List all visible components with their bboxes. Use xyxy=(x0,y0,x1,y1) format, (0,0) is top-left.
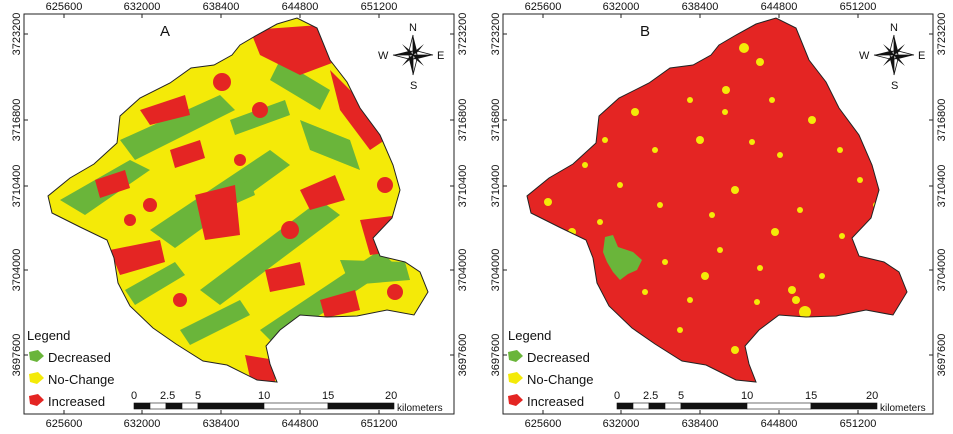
legend-swatch-decreased xyxy=(508,350,523,362)
y-tick-label: 3716800 xyxy=(936,99,948,142)
land-cover-area xyxy=(527,18,907,382)
scale-label-20: 20 xyxy=(385,390,397,402)
north-arrow-icon: N S E W xyxy=(859,22,925,92)
x-tick-label: 638400 xyxy=(682,1,719,13)
y-tick-label: 3723200 xyxy=(936,13,948,56)
y-tick-label: 3723200 xyxy=(457,13,469,56)
legend-label-decreased: Decreased xyxy=(48,350,111,365)
legend-title: Legend xyxy=(27,328,70,343)
ticks-and-labels: 625600 625600 632000 632000 638400 638400 6448… xyxy=(11,1,469,430)
x-tick-label: 638400 xyxy=(682,418,719,430)
legend-title: Legend xyxy=(508,328,551,343)
legend: Legend Decreased No-Change Increased xyxy=(27,328,115,409)
legend-swatch-no-change xyxy=(508,372,523,384)
y-tick-label: 3704000 xyxy=(936,249,948,292)
scale-bar: 0 2.5 5 10 15 20 kilometers xyxy=(614,390,926,414)
scale-unit: kilometers xyxy=(397,403,443,414)
y-tick-label: 3710400 xyxy=(936,165,948,208)
y-tick-label: 3697600 xyxy=(490,334,502,377)
x-tick-label: 651200 xyxy=(361,418,398,430)
x-tick-label: 632000 xyxy=(124,1,161,13)
legend: Legend Decreased No-Change Increased xyxy=(508,328,594,409)
scale-label-2-5: 2.5 xyxy=(160,390,175,402)
compass-e: E xyxy=(918,50,925,62)
compass-n: N xyxy=(409,22,417,34)
north-arrow-icon: N S E W xyxy=(378,22,444,92)
scale-label-5: 5 xyxy=(678,390,684,402)
x-tick-label: 625600 xyxy=(46,1,83,13)
legend-label-no-change: No-Change xyxy=(527,372,594,387)
y-tick-label: 3697600 xyxy=(936,334,948,377)
compass-w: W xyxy=(859,50,870,62)
x-tick-label: 651200 xyxy=(840,418,877,430)
land-cover-area xyxy=(48,18,428,382)
legend-label-decreased: Decreased xyxy=(527,350,590,365)
scale-label-5: 5 xyxy=(195,390,201,402)
compass-n: N xyxy=(890,22,898,34)
y-tick-label: 3710400 xyxy=(457,165,469,208)
x-tick-label: 651200 xyxy=(361,1,398,13)
legend-label-increased: Increased xyxy=(527,394,584,409)
x-tick-label: 644800 xyxy=(282,418,319,430)
y-tick-label: 3723200 xyxy=(11,13,23,56)
y-tick-label: 3716800 xyxy=(490,99,502,142)
compass-s: S xyxy=(891,80,898,92)
compass-e: E xyxy=(437,50,444,62)
map-panel-b: 625600 625600 632000 632000 638400 638400 6448… xyxy=(490,1,948,430)
scale-label-20: 20 xyxy=(866,390,878,402)
scale-label-10: 10 xyxy=(741,390,753,402)
y-tick-label: 3697600 xyxy=(457,334,469,377)
y-tick-label: 3697600 xyxy=(11,334,23,377)
x-tick-label: 625600 xyxy=(46,418,83,430)
x-tick-label: 644800 xyxy=(761,418,798,430)
x-tick-label: 632000 xyxy=(124,418,161,430)
y-tick-label: 3716800 xyxy=(11,99,23,142)
y-tick-label: 3704000 xyxy=(457,249,469,292)
panel-label: A xyxy=(160,23,170,40)
y-tick-label: 3716800 xyxy=(457,99,469,142)
legend-swatch-decreased xyxy=(29,350,44,362)
y-tick-label: 3710400 xyxy=(490,165,502,208)
y-tick-label: 3704000 xyxy=(11,249,23,292)
x-tick-label: 632000 xyxy=(603,1,640,13)
scale-label-0: 0 xyxy=(131,390,137,402)
x-tick-label: 638400 xyxy=(203,1,240,13)
x-tick-label: 638400 xyxy=(203,418,240,430)
ticks-and-labels: 625600 625600 632000 632000 638400 638400 6448… xyxy=(490,1,948,430)
scale-bar: 0 2.5 5 10 15 20 kilometers xyxy=(131,390,443,414)
legend-swatch-no-change xyxy=(29,372,44,384)
legend-label-increased: Increased xyxy=(48,394,105,409)
x-tick-label: 625600 xyxy=(525,418,562,430)
legend-swatch-increased xyxy=(508,394,523,406)
x-tick-label: 632000 xyxy=(603,418,640,430)
compass-w: W xyxy=(378,50,389,62)
decreased-patch xyxy=(603,235,642,280)
legend-swatch-increased xyxy=(29,394,44,406)
y-tick-label: 3710400 xyxy=(11,165,23,208)
scale-unit: kilometers xyxy=(880,403,926,414)
x-tick-label: 651200 xyxy=(840,1,877,13)
x-tick-label: 625600 xyxy=(525,1,562,13)
scale-label-15: 15 xyxy=(322,390,334,402)
compass-s: S xyxy=(410,80,417,92)
x-tick-label: 644800 xyxy=(761,1,798,13)
x-tick-label: 644800 xyxy=(282,1,319,13)
scale-label-10: 10 xyxy=(258,390,270,402)
legend-label-no-change: No-Change xyxy=(48,372,115,387)
scale-label-2-5: 2.5 xyxy=(643,390,658,402)
map-panel-a: 625600 625600 632000 632000 638400 638400 6448… xyxy=(11,1,469,430)
y-tick-label: 3704000 xyxy=(490,249,502,292)
scale-label-15: 15 xyxy=(805,390,817,402)
y-tick-label: 3723200 xyxy=(490,13,502,56)
scale-label-0: 0 xyxy=(614,390,620,402)
panel-label: B xyxy=(640,23,650,40)
